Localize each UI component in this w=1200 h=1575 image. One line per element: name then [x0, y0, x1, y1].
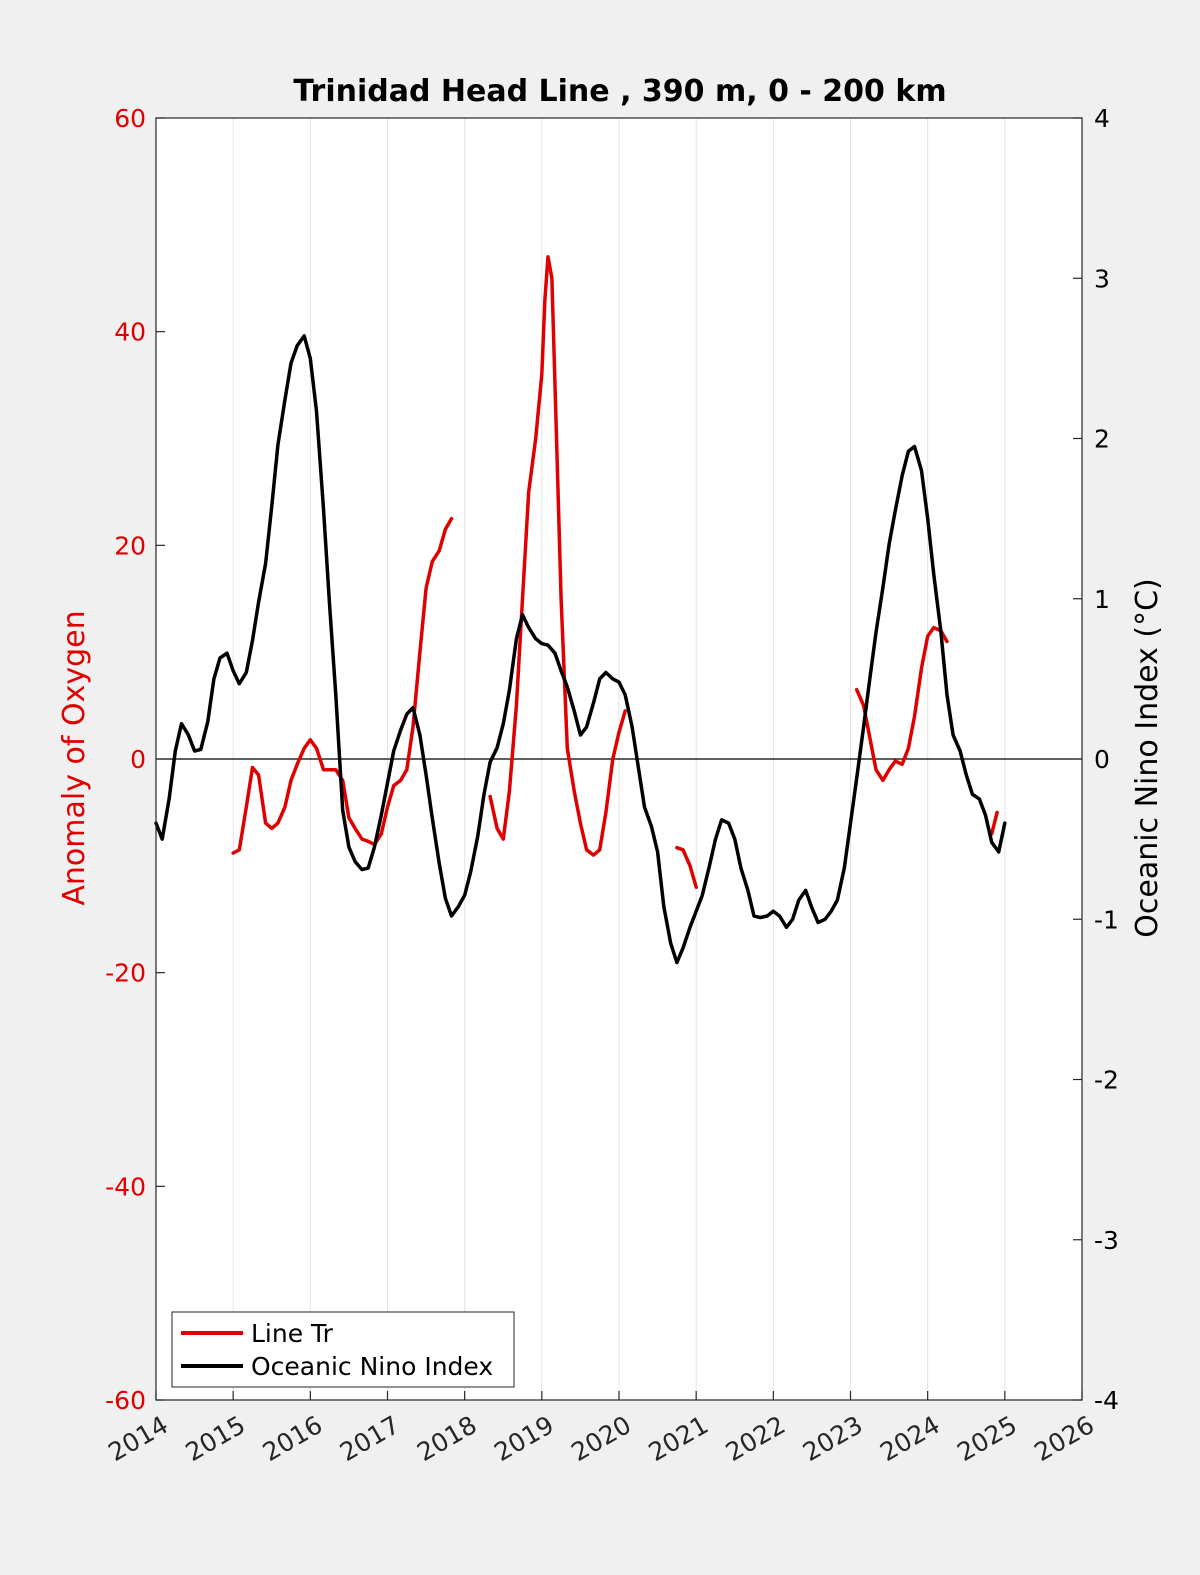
- left-tick-label: 60: [114, 104, 146, 133]
- chart-title: Trinidad Head Line , 390 m, 0 - 200 km: [293, 74, 946, 109]
- left-tick-label: -60: [105, 1386, 146, 1415]
- legend: Line Tr Oceanic Nino Index: [171, 1311, 515, 1388]
- x-axis-ticks: 2014 2015 2016 2017 2018 2019 2020 2021 2022 2023…: [103, 1391, 1099, 1467]
- x-tick-label: 2026: [1029, 1410, 1099, 1467]
- x-tick-label: 2022: [721, 1410, 791, 1467]
- x-tick-label: 2023: [798, 1410, 868, 1467]
- x-tick-label: 2020: [566, 1410, 636, 1467]
- series-layer: [154, 255, 1007, 965]
- left-tick-label: -20: [105, 959, 146, 988]
- left-tick-label: 40: [114, 318, 146, 347]
- right-tick-label: 4: [1094, 104, 1110, 133]
- right-tick-label: 0: [1094, 745, 1110, 774]
- x-tick-label: 2017: [335, 1410, 405, 1467]
- right-tick-label: -1: [1094, 905, 1119, 934]
- series-line-tr: [854, 625, 949, 783]
- series-line-tr: [675, 845, 698, 889]
- x-tick-label: 2019: [489, 1410, 559, 1467]
- series-line-tr: [488, 255, 627, 857]
- left-y-axis-label: Anomaly of Oxygen: [57, 610, 92, 905]
- right-tick-label: -4: [1094, 1386, 1119, 1415]
- right-tick-label: -3: [1094, 1226, 1119, 1255]
- legend-box: [171, 1311, 515, 1388]
- series-line-tr: [989, 810, 999, 836]
- right-tick-label: 1: [1094, 585, 1110, 614]
- left-tick-label: -40: [105, 1172, 146, 1201]
- x-tick-label: 2014: [103, 1410, 173, 1467]
- right-tick-label: 2: [1094, 425, 1110, 454]
- x-tick-label: 2025: [952, 1410, 1022, 1467]
- x-tick-label: 2021: [644, 1410, 714, 1467]
- left-y-axis-ticks: 60 40 20 0 -20 -40 -60: [105, 104, 165, 1415]
- x-tick-label: 2018: [412, 1410, 482, 1467]
- right-tick-label: -2: [1094, 1066, 1119, 1095]
- left-tick-label: 20: [114, 531, 146, 560]
- legend-label-line-tr: Line Tr: [251, 1319, 334, 1348]
- left-tick-label: 0: [130, 745, 146, 774]
- x-tick-label: 2024: [875, 1410, 945, 1467]
- x-tick-label: 2015: [181, 1410, 251, 1467]
- legend-label-oni: Oceanic Nino Index: [251, 1352, 493, 1381]
- series-oceanic-nino-index: [154, 334, 1007, 965]
- x-tick-label: 2016: [258, 1410, 328, 1467]
- right-y-axis-ticks: 4 3 2 1 0 -1 -2 -3 -4: [1073, 104, 1119, 1415]
- right-y-axis-label: Oceanic Nino Index (°C): [1130, 578, 1165, 938]
- right-tick-label: 3: [1094, 264, 1110, 293]
- series-line-tr: [231, 516, 454, 855]
